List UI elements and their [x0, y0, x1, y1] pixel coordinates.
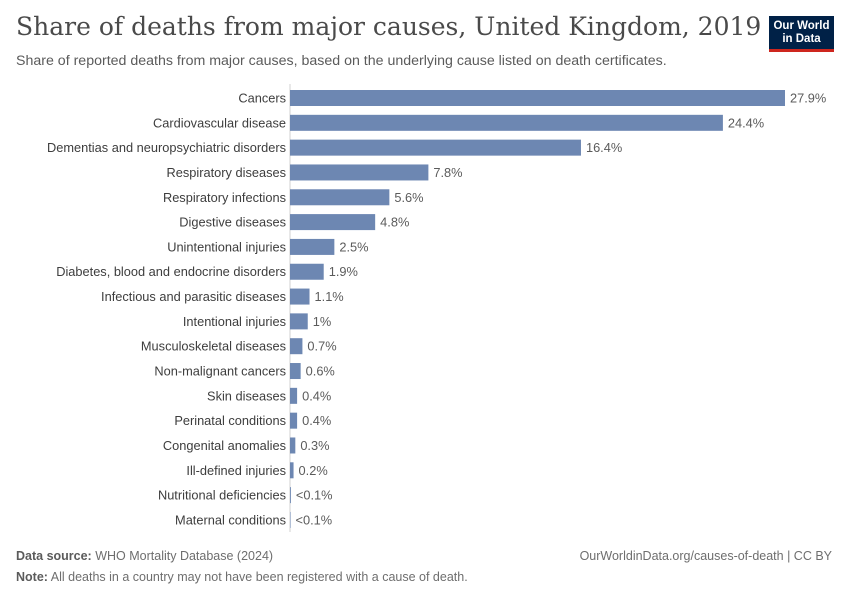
bar[interactable] [290, 363, 301, 380]
category-label: Diabetes, blood and endocrine disorders [56, 264, 286, 279]
bar[interactable] [290, 387, 298, 404]
value-label: 1.1% [315, 289, 344, 304]
category-label: Congenital anomalies [163, 438, 286, 453]
category-label: Skin diseases [207, 388, 286, 403]
category-label: Maternal conditions [175, 512, 286, 527]
value-label: 0.4% [302, 388, 331, 403]
bar[interactable] [290, 189, 390, 206]
bar[interactable] [290, 114, 723, 131]
bar[interactable] [290, 412, 298, 429]
owid-logo[interactable]: Our World in Data [769, 16, 834, 52]
value-label: 0.3% [300, 438, 329, 453]
chart-title: Share of deaths from major causes, Unite… [16, 12, 762, 41]
bar[interactable] [290, 139, 581, 156]
category-label: Digestive diseases [179, 215, 286, 230]
data-source-text[interactable]: WHO Mortality Database (2024) [95, 549, 274, 563]
bar[interactable] [290, 437, 296, 454]
logo-line-2: in Data [782, 33, 821, 45]
value-label: 4.8% [380, 215, 409, 230]
category-label: Nutritional deficiencies [158, 488, 286, 503]
category-label: Unintentional injuries [167, 239, 286, 254]
value-label: 7.8% [433, 165, 462, 180]
bar-group: Cancers 27.9% Cardiovascular disease 24.4% D… [47, 90, 826, 528]
bar[interactable] [290, 214, 376, 231]
data-source-label: Data source: [16, 549, 92, 563]
bar[interactable] [290, 487, 291, 504]
value-label: 16.4% [586, 140, 622, 155]
chart-subtitle: Share of reported deaths from major caus… [16, 53, 667, 69]
value-label: 1% [313, 314, 332, 329]
logo-line-1: Our World [773, 20, 830, 32]
category-label: Intentional injuries [183, 314, 286, 329]
data-source: Data source: WHO Mortality Database (202… [16, 549, 273, 563]
bar[interactable] [290, 338, 303, 355]
value-label: <0.1% [296, 512, 333, 527]
bar[interactable] [290, 164, 429, 181]
value-label: 2.5% [339, 239, 368, 254]
value-label: 27.9% [790, 91, 826, 106]
value-label: 24.4% [728, 115, 764, 130]
value-label: 1.9% [329, 264, 358, 279]
category-label: Infectious and parasitic diseases [101, 289, 286, 304]
value-label: <0.1% [296, 488, 333, 503]
bar[interactable] [290, 462, 294, 479]
category-label: Respiratory diseases [167, 165, 287, 180]
note-label: Note: [16, 570, 48, 584]
category-label: Perinatal conditions [174, 413, 286, 428]
bar[interactable] [290, 313, 308, 330]
category-label: Musculoskeletal diseases [141, 339, 286, 354]
value-label: 0.2% [299, 463, 328, 478]
category-label: Non-malignant cancers [154, 364, 286, 379]
category-label: Cardiovascular disease [153, 115, 286, 130]
bar[interactable] [290, 288, 310, 305]
category-label: Dementias and neuropsychiatric disorders [47, 140, 286, 155]
bar[interactable] [290, 263, 324, 280]
category-label: Respiratory infections [163, 190, 286, 205]
value-label: 5.6% [394, 190, 423, 205]
bar[interactable] [290, 90, 785, 106]
chart-note: Note: All deaths in a country may not ha… [16, 570, 468, 584]
value-label: 0.4% [302, 413, 331, 428]
value-label: 0.7% [307, 339, 336, 354]
note-text: All deaths in a country may not have bee… [50, 570, 468, 584]
bar[interactable] [290, 511, 291, 528]
source-url[interactable]: OurWorldinData.org/causes-of-death | CC … [579, 549, 832, 563]
category-label: Ill-defined injuries [186, 463, 286, 478]
category-label: Cancers [238, 91, 286, 106]
bar-chart: Cancers 27.9% Cardiovascular disease 24.4% D… [47, 84, 826, 532]
bar[interactable] [290, 238, 335, 255]
value-label: 0.6% [306, 364, 335, 379]
